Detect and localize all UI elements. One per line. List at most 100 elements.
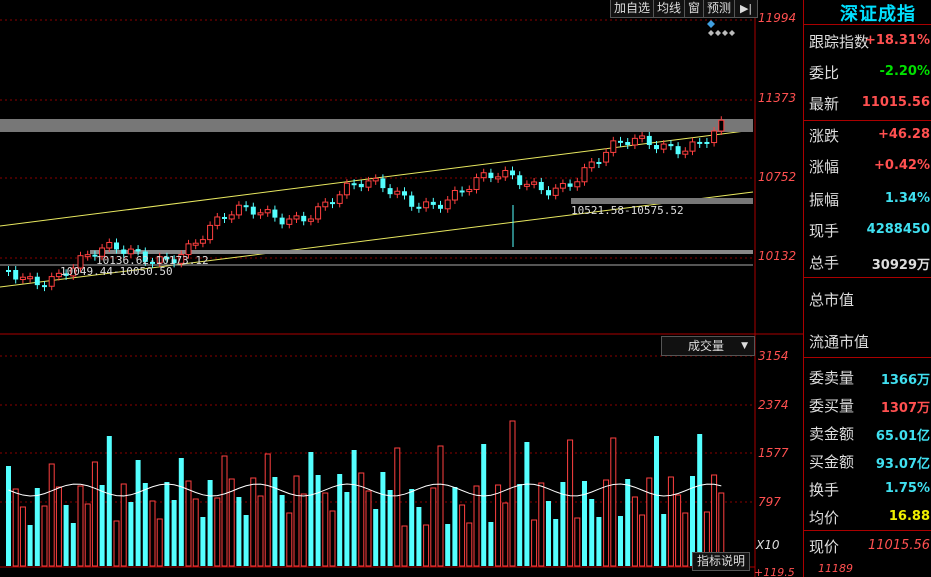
candle-body [596,161,602,164]
quote-value: 1.75% [884,481,930,496]
candle-body [689,141,696,152]
volume-indicator-select[interactable]: 成交量 ▼ [661,336,755,356]
panel-divider [804,120,931,121]
forecast-button[interactable]: 预测 [704,0,736,18]
volume-bar [661,514,667,566]
volume-bars [6,420,725,567]
volume-bar [459,504,466,567]
gap-annotation-1: 10521.58-10575.52 [571,204,684,217]
volume-bar [34,488,40,566]
volume-bar [610,437,617,567]
candle-body [480,172,487,179]
grid-lines [0,0,803,577]
quote-value: 1307万 [880,401,930,416]
price-tick-label: 10752 [758,170,796,184]
quote-value: +18.31% [864,33,930,48]
window-button[interactable]: 窗 [685,0,705,18]
candle-body [351,183,357,186]
quote-label: 总手 [809,254,840,272]
volume-bar [236,497,242,566]
panel-bottom-price: 11189 [818,562,853,575]
volume-bar [546,501,551,566]
candle-body [423,201,430,209]
volume-ma-line [8,483,722,497]
candle-body [171,259,177,264]
candle-body [517,175,523,186]
volume-bar [675,494,682,567]
candle-body [84,254,91,258]
candle-body [552,187,559,196]
volume-bar [264,453,271,567]
volume-bar [365,490,372,567]
candle-body [77,255,84,269]
volume-bar [618,516,623,566]
candle-body [473,177,480,190]
candle-body [682,150,689,155]
volume-bar [6,466,11,566]
volume-bar [164,482,170,566]
candle-body [451,189,458,201]
volume-unit-label: X10 [755,538,780,552]
candle-body [444,199,451,210]
candle-body [178,254,185,264]
quote-row: 流通市值 [804,326,931,354]
quote-row: 最新 11015.56 [804,88,931,116]
arrow-right-to-bar-icon[interactable]: ▶| [735,0,759,18]
candle-body [106,241,113,249]
index-title: 深证成指 [840,4,916,25]
candle-body [207,224,214,241]
volume-bar [221,455,228,567]
moving-average-button[interactable]: 均线 [654,0,686,18]
volume-bar [128,502,134,566]
candle-body [402,191,407,196]
quote-label: 委比 [809,64,840,82]
volume-bar [279,495,285,566]
quote-row: 均价 16.88 [804,502,931,530]
quote-row: 委比 -2.20% [804,57,931,85]
volume-indicator-label: 成交量 [688,339,725,353]
gap-band [90,250,753,254]
volume-bar [91,461,98,567]
volume-bar [192,498,199,567]
price-tick-label: 10132 [758,249,796,263]
candle-body [222,216,227,219]
quote-label: 涨幅 [809,158,840,176]
volume-bar [639,514,646,567]
price-axis: 11994 11373 10752 10132 3154 2374 1577 797 X10 +1… [707,11,853,577]
volume-bar [200,517,206,566]
candle-body [466,188,473,193]
volume-bar [70,523,76,566]
volume-bar [509,420,516,567]
candle-body [34,276,40,286]
volume-bar [106,436,112,566]
volume-bar [373,509,379,566]
candle-body [70,267,77,277]
volume-bar [495,484,502,567]
quote-label: 卖金额 [809,425,855,443]
quote-value: -2.20% [879,64,931,79]
candle-body [394,190,401,195]
volume-tick-label: 3154 [758,349,789,363]
indicator-help-button[interactable]: 指标说明 [692,552,750,571]
quote-row: 卖金额 65.01亿 [804,418,931,446]
volume-bar [142,483,148,566]
quote-label: 买金额 [809,453,855,471]
candle-body [156,256,163,264]
candle-body [192,242,199,246]
candle-body [654,145,659,150]
candle-body [646,135,652,146]
candle-body [336,194,343,204]
candle-body [610,140,617,153]
volume-bar [272,477,278,566]
quote-label: 振幅 [809,191,840,209]
candle-body [495,176,502,180]
quote-label: 现价 [809,538,840,556]
volume-bar [113,520,120,567]
add-watchlist-button[interactable]: 加自选 [611,0,655,18]
candle-body [142,251,148,262]
candle-body [293,215,300,220]
candle-body [214,216,221,226]
candle-body [675,146,681,155]
candle-body [19,276,26,281]
